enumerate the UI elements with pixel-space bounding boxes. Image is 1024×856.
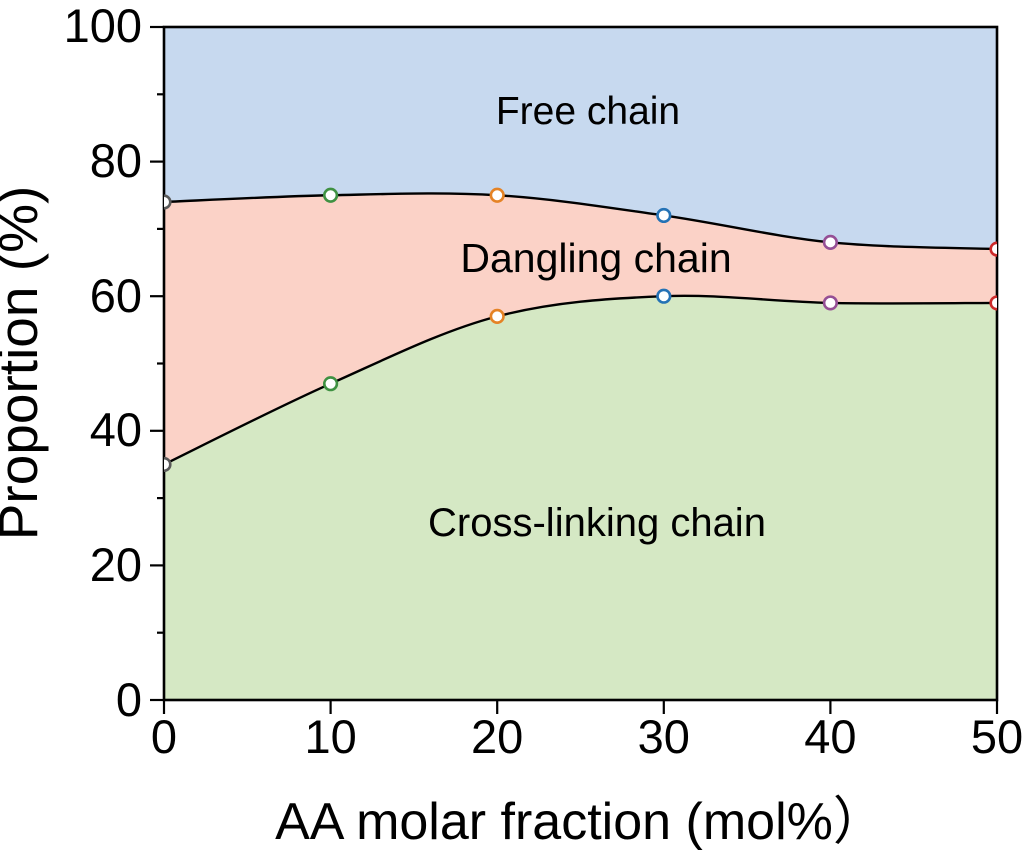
svg-text:Free chain: Free chain: [496, 90, 680, 133]
svg-text:60: 60: [90, 269, 142, 322]
svg-text:100: 100: [64, 0, 142, 52]
svg-text:0: 0: [151, 710, 177, 763]
svg-text:Proportion (%): Proportion (%): [0, 186, 49, 541]
svg-text:0: 0: [116, 673, 142, 726]
svg-text:50: 50: [971, 710, 1023, 763]
svg-text:AA molar fraction (mol%）: AA molar fraction (mol%）: [275, 793, 885, 851]
svg-text:40: 40: [804, 710, 856, 763]
svg-text:Cross-linking chain: Cross-linking chain: [428, 501, 766, 545]
svg-text:20: 20: [90, 538, 142, 591]
svg-text:80: 80: [90, 134, 142, 187]
svg-text:40: 40: [90, 403, 142, 456]
svg-text:Dangling chain: Dangling chain: [460, 235, 731, 281]
svg-text:10: 10: [304, 710, 356, 763]
svg-text:30: 30: [638, 710, 690, 763]
svg-text:20: 20: [471, 710, 523, 763]
